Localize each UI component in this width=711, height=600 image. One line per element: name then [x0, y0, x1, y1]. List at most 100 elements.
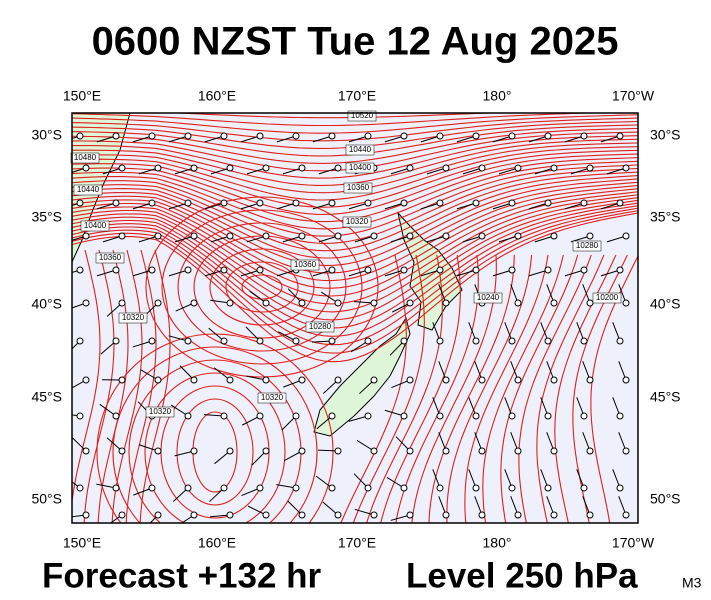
contour-label-box [70, 152, 100, 164]
station [118, 232, 126, 240]
station [370, 299, 378, 307]
station [622, 447, 630, 455]
contour-line [482, 254, 564, 523]
station [148, 266, 156, 274]
station [436, 412, 444, 420]
station [262, 299, 270, 307]
contour-label-box [290, 259, 320, 271]
station [436, 132, 444, 140]
station [508, 484, 516, 492]
station [472, 337, 480, 345]
station [292, 132, 300, 140]
station [400, 484, 408, 492]
station [514, 164, 522, 172]
latitude-label: 30°S [31, 127, 62, 143]
station [364, 484, 372, 492]
contour-line [72, 127, 638, 164]
station [580, 199, 588, 207]
contour-line [209, 248, 315, 326]
station [400, 412, 408, 420]
contour-line [193, 235, 331, 339]
station [514, 376, 522, 384]
forecast-label: Forecast +132 hr [42, 556, 322, 595]
station [220, 337, 228, 345]
station [154, 164, 162, 172]
station [262, 447, 270, 455]
contour-line [72, 184, 638, 282]
longitude-label: 160°E [198, 535, 236, 551]
station [190, 376, 198, 384]
station [622, 299, 630, 307]
station [580, 412, 588, 420]
station [472, 266, 480, 274]
station [190, 164, 198, 172]
station [256, 484, 264, 492]
contour-line [72, 117, 638, 142]
station [406, 299, 414, 307]
station [298, 164, 306, 172]
contour-label: 10320 [346, 217, 369, 226]
station [580, 132, 588, 140]
station [406, 447, 414, 455]
station [442, 232, 450, 240]
station [256, 337, 264, 345]
station [616, 266, 624, 274]
contour-line [72, 171, 638, 252]
contour-label-box [118, 312, 148, 324]
station [544, 199, 552, 207]
longitude-label: 160°E [198, 88, 236, 104]
contour-labels: 10520 10480 10440 10400 10360 10320 10280 10240… [70, 110, 622, 418]
contour-label-box [305, 321, 335, 333]
station [298, 511, 306, 519]
station [622, 376, 630, 384]
station [292, 412, 300, 420]
station [586, 511, 594, 519]
station [550, 232, 558, 240]
station [442, 164, 450, 172]
station [616, 412, 624, 420]
station [82, 232, 90, 240]
station [544, 337, 552, 345]
station [580, 337, 588, 345]
station [442, 376, 450, 384]
station [544, 484, 552, 492]
station [364, 132, 372, 140]
station [76, 132, 84, 140]
station [514, 232, 522, 240]
longitude-label: 170°W [612, 88, 655, 104]
latitude-label: 50°S [650, 491, 681, 507]
station [508, 132, 516, 140]
contour-line [72, 181, 638, 274]
station [334, 232, 342, 240]
station [616, 484, 624, 492]
station [508, 199, 516, 207]
level-label: Level 250 hPa [406, 556, 638, 595]
station [334, 511, 342, 519]
station [550, 164, 558, 172]
station [82, 447, 90, 455]
station [442, 299, 450, 307]
longitude-label: 170°E [338, 88, 376, 104]
station [226, 232, 234, 240]
station [190, 299, 198, 307]
station [334, 299, 342, 307]
station [154, 376, 162, 384]
station [184, 337, 192, 345]
contour-label: 10320 [261, 393, 284, 402]
station [292, 199, 300, 207]
contour-line [428, 254, 515, 523]
station [328, 337, 336, 345]
station [82, 164, 90, 172]
station [478, 376, 486, 384]
contour-line [72, 167, 638, 244]
contour-line [72, 197, 638, 313]
station [226, 299, 234, 307]
contour-label: 10400 [84, 221, 107, 230]
title: 0600 NZST Tue 12 Aug 2025 [92, 20, 619, 64]
contour-line [366, 254, 443, 523]
station [118, 299, 126, 307]
contour-line [500, 254, 579, 523]
contour-line [380, 254, 461, 523]
station [226, 511, 234, 519]
contour-line [176, 398, 254, 506]
